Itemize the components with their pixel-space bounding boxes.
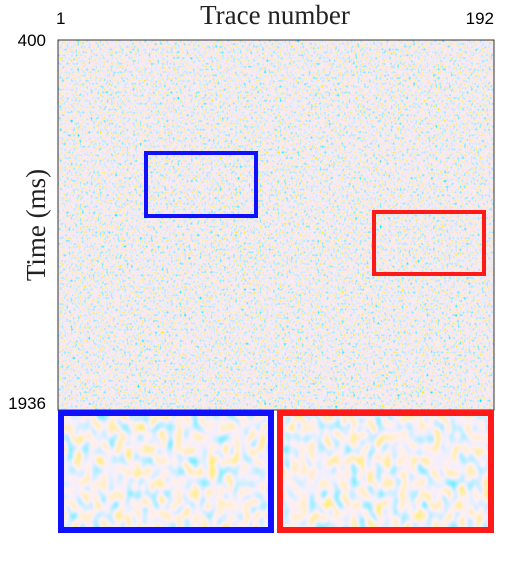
x-axis-label: Trace number [200, 0, 350, 30]
zoom-frame-red [277, 410, 494, 533]
zoom-panel-blue [61, 413, 271, 530]
x-tick-label: 192 [466, 9, 494, 28]
y-tick-label: 400 [18, 31, 46, 50]
zoom-box-red [372, 210, 486, 276]
zoom-box-blue [144, 151, 258, 218]
zoom-panel-red [280, 413, 491, 530]
seismic-image [58, 40, 494, 410]
x-tick-label: 1 [56, 9, 65, 28]
plot-frame [57, 39, 495, 411]
zoom-frame-blue [58, 410, 274, 533]
y-tick-label: 1936 [8, 394, 46, 413]
y-axis-label: Time (ms) [21, 169, 51, 281]
